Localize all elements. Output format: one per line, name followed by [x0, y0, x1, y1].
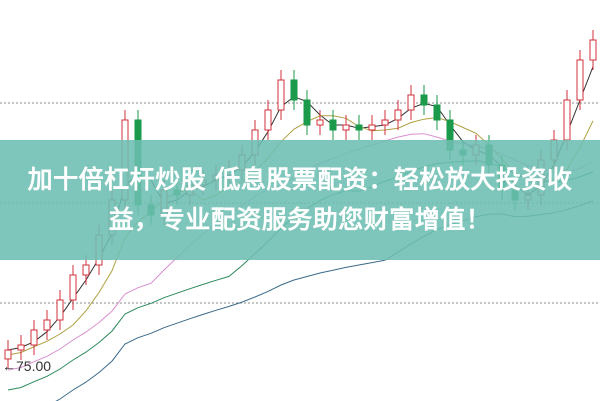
candle-body: [56, 299, 64, 321]
candle-body: [407, 94, 415, 111]
headline-banner: 加十倍杠杆炒股 低息股票配资：轻松放大投资收益，专业配资服务助您财富增值！: [0, 140, 600, 260]
candle-body: [30, 329, 38, 346]
candle-body: [82, 264, 90, 276]
candle-body: [329, 119, 337, 131]
candle-body: [420, 94, 428, 106]
price-annotation: ←75.00: [2, 358, 52, 374]
candle-body: [381, 119, 389, 126]
candle-body: [433, 104, 441, 121]
headline-text: 加十倍杠杆炒股 低息股票配资：轻松放大投资收益，专业配资服务助您财富增值！: [27, 165, 573, 234]
candle-body: [4, 349, 12, 360]
candle-body: [290, 79, 298, 101]
candle-body: [576, 59, 584, 101]
candle-body: [368, 124, 376, 131]
candle-body: [589, 39, 597, 61]
candle-body: [69, 274, 77, 301]
candle-body: [316, 119, 324, 126]
candle-body: [264, 109, 272, 131]
candle-body: [17, 344, 25, 351]
candle-body: [342, 124, 350, 131]
candle-body: [394, 109, 402, 121]
candle-body: [43, 319, 51, 331]
candle-body: [277, 79, 285, 111]
candle-body: [355, 124, 363, 131]
candle-body: [563, 99, 571, 141]
candle-body: [303, 99, 311, 126]
